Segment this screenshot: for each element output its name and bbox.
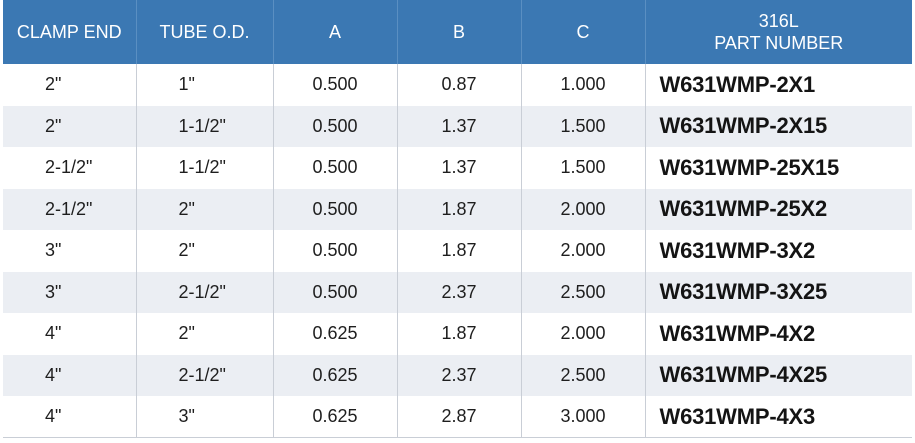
spec-table: CLAMP END TUBE O.D. A B C 316L PART NUMB… xyxy=(3,0,912,438)
cell-a: 0.500 xyxy=(273,64,398,106)
table-row: 2" 1" 0.500 0.87 1.000 W631WMP-2X1 xyxy=(3,64,912,106)
cell-part-number: W631WMP-4X25 xyxy=(659,362,828,388)
cell-a: 0.625 xyxy=(273,313,398,355)
cell-c: 2.500 xyxy=(521,354,646,396)
cell-a: 0.500 xyxy=(273,105,398,147)
cell-part-number: W631WMP-25X15 xyxy=(659,154,840,180)
cell-b: 2.87 xyxy=(397,396,522,438)
cell-tube-od: 1" xyxy=(136,64,274,106)
cell-clamp-end: 2-1/2" xyxy=(3,188,137,230)
cell-c: 1.000 xyxy=(521,64,646,106)
cell-tube-od: 2" xyxy=(136,313,274,355)
cell-tube-od: 2" xyxy=(136,230,274,272)
cell-b: 1.87 xyxy=(397,313,522,355)
cell-clamp-end: 2" xyxy=(3,64,137,106)
cell-c: 2.000 xyxy=(521,230,646,272)
cell-a: 0.500 xyxy=(273,271,398,313)
cell-part-number: W631WMP-3X2 xyxy=(659,237,816,263)
table-row: 4" 2-1/2" 0.625 2.37 2.500 W631WMP-4X25 xyxy=(3,354,912,396)
cell-b: 2.37 xyxy=(397,354,522,396)
cell-clamp-end: 3" xyxy=(3,230,137,272)
table-row: 4" 2" 0.625 1.87 2.000 W631WMP-4X2 xyxy=(3,313,912,355)
table-body: 2" 1" 0.500 0.87 1.000 W631WMP-2X1 2" 1-1/2" 0.5… xyxy=(3,64,912,438)
cell-a: 0.625 xyxy=(273,354,398,396)
header-b: B xyxy=(397,0,522,64)
cell-part-number: W631WMP-4X3 xyxy=(645,396,912,438)
cell-b: 1.87 xyxy=(397,188,522,230)
table-row: 3" 2-1/2" 0.500 2.37 2.500 W631WMP-3X25 xyxy=(3,271,912,313)
cell-tube-od: 2-1/2" xyxy=(136,271,274,313)
cell-b: 1.37 xyxy=(397,147,522,189)
cell-part-number: W631WMP-2X15 xyxy=(659,113,828,139)
header-clamp-end: CLAMP END xyxy=(3,0,137,64)
cell-c: 2.000 xyxy=(521,188,646,230)
cell-a: 0.500 xyxy=(273,147,398,189)
header-part-label: PART NUMBER xyxy=(714,33,844,53)
cell-clamp-end: 4" xyxy=(3,313,137,355)
header-tube-od: TUBE O.D. xyxy=(136,0,274,64)
table-row: 2-1/2" 2" 0.500 1.87 2.000 W631WMP-25X2 xyxy=(3,188,912,230)
cell-clamp-end: 2-1/2" xyxy=(3,147,137,189)
cell-part-number: W631WMP-2X1 xyxy=(659,71,816,97)
cell-c: 1.500 xyxy=(521,105,646,147)
cell-c: 3.000 xyxy=(521,396,646,438)
table-row: 2-1/2" 1-1/2" 0.500 1.37 1.500 W631WMP-25X15 xyxy=(3,147,912,189)
header-c: C xyxy=(521,0,646,64)
cell-clamp-end: 4" xyxy=(3,396,137,438)
cell-a: 0.500 xyxy=(273,230,398,272)
cell-clamp-end: 2" xyxy=(3,105,137,147)
cell-tube-od: 1-1/2" xyxy=(136,105,274,147)
cell-part-number: W631WMP-4X2 xyxy=(659,320,816,346)
cell-b: 1.87 xyxy=(397,230,522,272)
header-part-number: 316L PART NUMBER xyxy=(645,0,912,64)
cell-clamp-end: 4" xyxy=(3,354,137,396)
cell-part-number: W631WMP-3X25 xyxy=(659,279,828,305)
cell-clamp-end: 3" xyxy=(3,271,137,313)
table-row: 2" 1-1/2" 0.500 1.37 1.500 W631WMP-2X15 xyxy=(3,105,912,147)
cell-c: 2.500 xyxy=(521,271,646,313)
cell-b: 1.37 xyxy=(397,105,522,147)
cell-c: 2.000 xyxy=(521,313,646,355)
cell-tube-od: 2-1/2" xyxy=(136,354,274,396)
cell-tube-od: 3" xyxy=(136,396,274,438)
header-part-material: 316L xyxy=(758,11,799,31)
cell-b: 0.87 xyxy=(397,64,522,106)
cell-tube-od: 1-1/2" xyxy=(136,147,274,189)
table-header: CLAMP END TUBE O.D. A B C 316L PART NUMB… xyxy=(3,0,912,64)
cell-a: 0.625 xyxy=(273,396,398,438)
table-row: 4" 3" 0.625 2.87 3.000 W631WMP-4X3 xyxy=(3,396,912,438)
header-row: CLAMP END TUBE O.D. A B C 316L PART NUMB… xyxy=(3,0,912,64)
cell-part-number: W631WMP-25X2 xyxy=(659,196,828,222)
table-row: 3" 2" 0.500 1.87 2.000 W631WMP-3X2 xyxy=(3,230,912,272)
cell-b: 2.37 xyxy=(397,271,522,313)
cell-a: 0.500 xyxy=(273,188,398,230)
cell-c: 1.500 xyxy=(521,147,646,189)
header-a: A xyxy=(273,0,398,64)
cell-tube-od: 2" xyxy=(136,188,274,230)
